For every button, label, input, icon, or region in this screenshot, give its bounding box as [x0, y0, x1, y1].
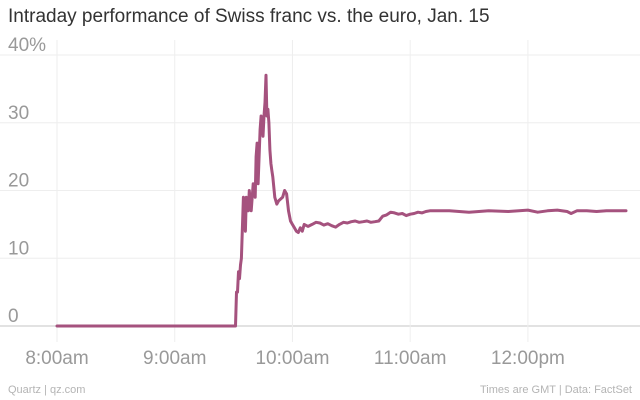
series-layer [55, 73, 628, 328]
source-credit: Quartz | qz.com [8, 384, 86, 396]
x-axis: 8:00am 9:00am 10:00am 11:00am 12:00pm [25, 348, 565, 369]
y-tick-label: 10 [8, 238, 29, 259]
x-tick-label: 10:00am [255, 348, 329, 369]
y-tick-label: 30 [8, 103, 29, 124]
x-tick-label: 9:00am [143, 348, 206, 369]
y-tick-label: 40% [8, 35, 46, 56]
data-source-note: Times are GMT | Data: FactSet [479, 384, 632, 396]
chart-grid [0, 40, 640, 342]
x-tick-label: 11:00am [374, 348, 447, 369]
y-axis: 0 10 20 30 40% [8, 35, 46, 327]
chart-title: Intraday performance of Swiss franc vs. … [8, 6, 490, 27]
x-tick-label: 12:00pm [491, 348, 565, 369]
y-tick-label: 0 [8, 306, 19, 327]
series-line [55, 73, 628, 328]
x-tick-label: 8:00am [25, 348, 88, 369]
y-tick-label: 20 [8, 171, 29, 192]
